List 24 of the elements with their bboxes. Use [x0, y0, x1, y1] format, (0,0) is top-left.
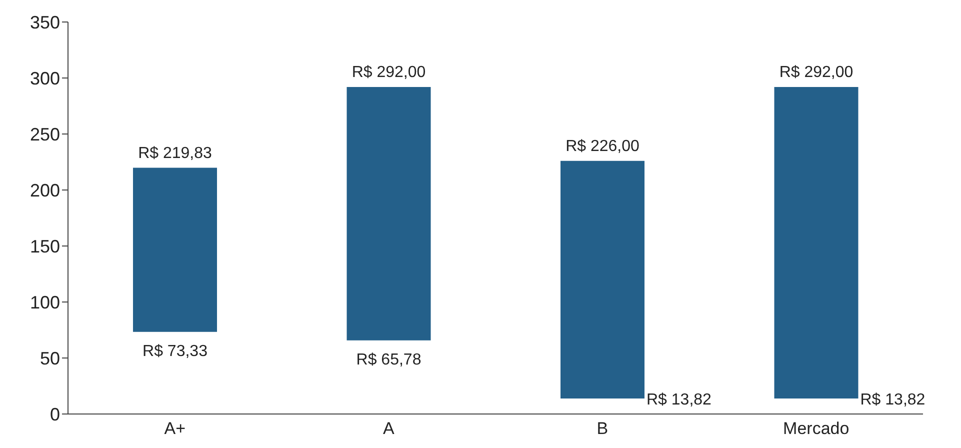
annotation: R$ 13,82 — [646, 392, 712, 409]
y-tick-label: 200 — [30, 180, 60, 200]
y-tick-label: 350 — [30, 12, 60, 32]
x-tick-label: B — [596, 419, 608, 438]
x-tick-label: Mercado — [783, 419, 850, 438]
annotation: R$ 73,33 — [142, 342, 208, 360]
annotation: R$ 226,00 — [566, 138, 640, 155]
annotation: R$ 65,78 — [356, 351, 422, 368]
bar — [346, 86, 431, 340]
bar — [560, 160, 644, 399]
annotation: R$ 292,00 — [779, 64, 854, 81]
y-tick-label: 0 — [50, 404, 60, 424]
bar — [774, 86, 858, 399]
y-tick-label: 250 — [30, 124, 60, 144]
x-tick-label: A+ — [164, 419, 186, 438]
bar — [133, 168, 217, 332]
annotation: R$ 292,00 — [352, 64, 426, 81]
y-tick-label: 50 — [40, 348, 60, 368]
x-tick-label: A — [382, 419, 395, 438]
y-tick-label: 300 — [30, 68, 60, 88]
y-tick-label: 100 — [30, 292, 60, 312]
annotation: R$ 13,82 — [860, 392, 926, 409]
annotation: R$ 219,83 — [138, 144, 212, 162]
y-tick-label: 150 — [30, 236, 60, 256]
